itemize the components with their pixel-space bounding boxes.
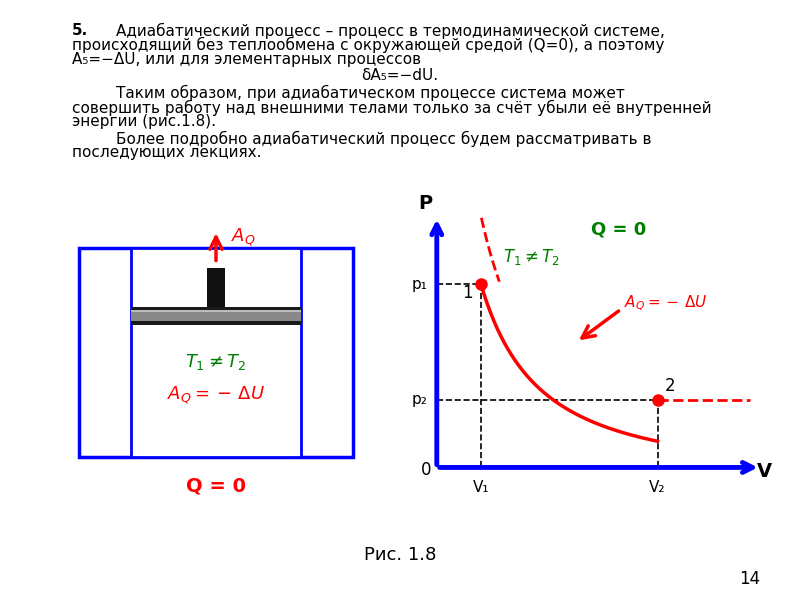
Text: 5.: 5. [72, 23, 88, 38]
Bar [131, 248, 301, 457]
Text: 0: 0 [421, 461, 431, 479]
Text: $T_1 \neq T_2$: $T_1 \neq T_2$ [186, 352, 246, 373]
Text: происходящий без теплообмена с окружающей средой (Q=0), а поэтому: происходящий без теплообмена с окружающе… [72, 37, 664, 53]
Text: 2: 2 [665, 377, 675, 395]
Text: 1: 1 [462, 284, 473, 302]
Text: $A_Q = -\,\Delta U$: $A_Q = -\,\Delta U$ [625, 293, 708, 313]
Text: Рис. 1.8: Рис. 1.8 [364, 546, 436, 564]
Text: Таким образом, при адиабатическом процессе система может: Таким образом, при адиабатическом процес… [116, 85, 625, 101]
Text: $A_Q$: $A_Q$ [231, 226, 256, 248]
Text: Более подробно адиабатический процесс будем рассматривать в: Более подробно адиабатический процесс бу… [116, 131, 651, 147]
Text: 14: 14 [739, 570, 760, 588]
Bar [131, 307, 301, 325]
Text: p₂: p₂ [412, 392, 428, 407]
Bar [131, 310, 301, 312]
Text: Q = 0: Q = 0 [591, 220, 646, 238]
Text: совершить работу над внешними телами только за счёт убыли её внутренней: совершить работу над внешними телами тол… [72, 100, 712, 116]
Text: P: P [418, 194, 433, 213]
Text: Адиабатический процесс – процесс в термодинамической системе,: Адиабатический процесс – процесс в термо… [116, 23, 665, 39]
Text: $A_Q = -\,\Delta U$: $A_Q = -\,\Delta U$ [167, 385, 265, 406]
Bar [131, 312, 301, 320]
Text: V: V [757, 463, 772, 481]
Bar [79, 248, 353, 457]
Text: p₁: p₁ [412, 277, 428, 292]
Text: энергии (рис.1.8).: энергии (рис.1.8). [72, 114, 216, 129]
Text: V₂: V₂ [650, 480, 666, 495]
Text: $T_1 \neq T_2$: $T_1 \neq T_2$ [503, 247, 560, 267]
Text: последующих лекциях.: последующих лекциях. [72, 145, 262, 160]
Text: V₁: V₁ [473, 480, 490, 495]
Bar [207, 268, 225, 307]
Text: δA₅=−dU.: δA₅=−dU. [362, 68, 438, 83]
Text: Q = 0: Q = 0 [186, 476, 246, 495]
Text: A₅=−ΔU, или для элементарных процессов: A₅=−ΔU, или для элементарных процессов [72, 52, 421, 67]
